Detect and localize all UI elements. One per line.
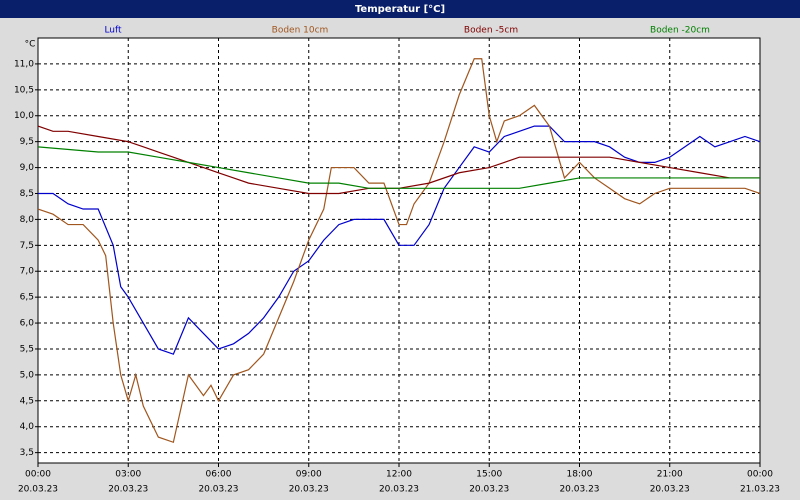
legend-label: Boden -5cm (464, 26, 518, 36)
x-tick-label: 18:00 (567, 470, 593, 480)
y-tick-label: 4,0 (20, 422, 35, 432)
legend-label: Boden 10cm (272, 26, 329, 36)
legend-label: Boden -20cm (650, 26, 710, 36)
x-tick-label: 21:00 (657, 470, 683, 480)
y-tick-label: 11,0 (14, 59, 34, 69)
x-tick-date: 20.03.23 (108, 485, 148, 495)
x-tick-date: 21.03.23 (740, 485, 780, 495)
x-tick-label: 09:00 (296, 470, 322, 480)
x-tick-date: 20.03.23 (469, 485, 509, 495)
y-tick-label: 9,0 (20, 163, 35, 173)
y-tick-label: 6,0 (20, 319, 35, 329)
title-bar (0, 0, 800, 18)
y-tick-label: 7,5 (20, 241, 34, 251)
series-line (37, 125, 760, 195)
chart-title: Temperatur [°C] (355, 4, 445, 15)
y-tick-label: 7,0 (20, 267, 35, 277)
x-tick-label: 06:00 (206, 470, 232, 480)
y-tick-label: 8,0 (20, 215, 35, 225)
y-tick-label: 9,5 (20, 137, 34, 147)
y-tick-label: 4,5 (20, 396, 34, 406)
y-tick-label: 5,5 (20, 344, 34, 354)
x-tick-date: 20.03.23 (198, 485, 238, 495)
x-tick-label: 12:00 (386, 470, 412, 480)
y-tick-label: 8,5 (20, 189, 34, 199)
x-tick-date: 20.03.23 (18, 485, 58, 495)
y-axis-label: °C (25, 40, 36, 50)
y-tick-label: 3,5 (20, 448, 34, 458)
x-tick-date: 20.03.23 (379, 485, 419, 495)
x-tick-date: 20.03.23 (559, 485, 599, 495)
series-line (37, 146, 760, 189)
y-tick-label: 10,5 (14, 85, 34, 95)
x-tick-date: 20.03.23 (650, 485, 690, 495)
x-tick-label: 03:00 (115, 470, 141, 480)
legend-label: Luft (104, 26, 122, 36)
x-tick-label: 00:00 (25, 470, 51, 480)
x-tick-label: 15:00 (476, 470, 502, 480)
y-tick-label: 5,0 (20, 370, 35, 380)
y-tick-label: 10,0 (14, 111, 34, 121)
x-tick-date: 20.03.23 (289, 485, 329, 495)
x-tick-label: 00:00 (747, 470, 773, 480)
series-line (37, 58, 761, 444)
y-tick-label: 6,5 (20, 293, 34, 303)
